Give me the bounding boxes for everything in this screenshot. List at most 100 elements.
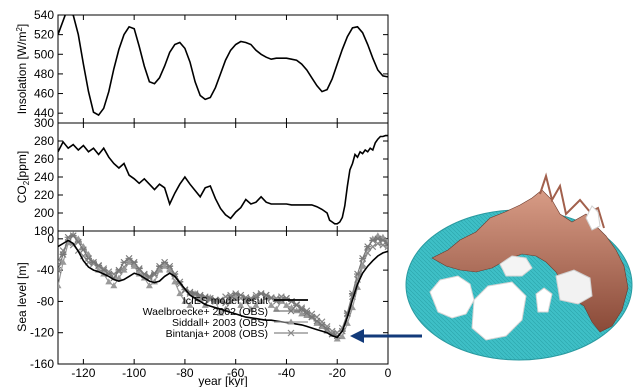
waelbroecke-marker — [364, 243, 372, 251]
sealevel-xtick-label: -80 — [176, 366, 194, 380]
insolation-ytick-label: 500 — [34, 47, 54, 61]
siddall-marker — [181, 297, 189, 304]
sealevel-ytick-label: -120 — [30, 326, 54, 340]
sealevel-xtick-label: -20 — [329, 366, 347, 380]
sealevel-xticks: -120 -100 -80 -60 -40 -20 0 — [71, 231, 392, 380]
bintanja-legend-marker — [287, 329, 295, 337]
waelbroecke-marker — [150, 269, 158, 277]
co2-ylabel-subscript: 2 — [22, 180, 31, 185]
co2-ytick-label: 280 — [34, 134, 54, 148]
co2-panel: CO2[ppm] 180 200 220 240 260 280 300 — [15, 116, 389, 238]
ice-block-3 — [499, 255, 533, 277]
waelbroecke-marker — [308, 313, 316, 321]
co2-ylabel-main: CO — [15, 185, 29, 203]
sealevel-xtick-label: -120 — [71, 366, 95, 380]
waelbroecke-marker — [59, 251, 67, 258]
insolation-panel: Insolation [W/m2] 440 460 480 500 520 540 — [15, 8, 389, 124]
siddall-marker — [267, 301, 275, 308]
waelbroecke-legend-marker — [287, 307, 295, 315]
co2-line — [58, 134, 388, 225]
siddall-marker — [252, 301, 260, 308]
waelbroecke-marker — [115, 266, 123, 274]
waelbroecke-marker — [359, 254, 367, 262]
sealevel-panel: Sea level [m] -160 -120 -80 -40 0 -120 -100 -8… — [15, 230, 392, 387]
co2-ytick-label: 300 — [34, 116, 54, 130]
siddall-marker — [59, 258, 67, 265]
sealevel-ytick-label: 0 — [47, 232, 54, 246]
waelbroecke-marker — [318, 321, 326, 329]
siddall-legend-marker — [287, 318, 295, 325]
sealevel-ylabel: Sea level [m] — [15, 262, 29, 331]
siddall-marker — [161, 262, 169, 269]
sealevel-xlabel: year [kyr] — [198, 374, 247, 387]
siddall-marker — [359, 262, 367, 269]
siddall-marker — [105, 278, 113, 285]
insolation-ytick-label: 480 — [34, 67, 54, 81]
siddall-marker — [58, 282, 62, 289]
siddall-marker — [282, 301, 290, 308]
waelbroecke-marker — [161, 258, 169, 266]
bintanja-marker — [369, 243, 377, 251]
ice-block-5 — [555, 269, 593, 305]
insolation-ytick-label: 520 — [34, 28, 54, 42]
waelbroecke-marker — [100, 266, 108, 274]
co2-ylabel: CO2[ppm] — [15, 151, 31, 203]
insolation-ylabel-superscript: 2 — [15, 27, 24, 32]
siddall-marker — [110, 282, 118, 289]
siddall-marker — [227, 297, 235, 304]
siddall-marker — [166, 266, 174, 273]
sealevel-xtick-label: -40 — [278, 366, 296, 380]
waelbroecke-marker — [323, 325, 331, 333]
siddall-marker — [115, 274, 123, 281]
siddall-marker — [120, 266, 128, 273]
sealevel-series — [58, 231, 388, 342]
siddall-marker — [333, 335, 341, 342]
siddall-marker — [343, 319, 351, 326]
siddall-marker — [130, 262, 138, 269]
siddall-marker — [176, 290, 184, 297]
co2-ytick-label: 200 — [34, 206, 54, 220]
insolation-xtick-marks — [82, 15, 389, 123]
sealevel-xtick-label: 0 — [385, 366, 392, 380]
insolation-ylabel-main: Insolation [W/m — [15, 32, 29, 115]
siddall-marker — [303, 311, 311, 318]
sealevel-ytick-label: -80 — [37, 294, 55, 308]
icies-line — [58, 239, 388, 339]
sealevel-ytick-label: -160 — [30, 357, 54, 371]
co2-ytick-label: 220 — [34, 188, 54, 202]
waelbroecke-marker — [166, 262, 174, 270]
waelbroecke-marker — [58, 266, 62, 274]
bintanja-legend-label: Bintanja+ 2008 (OBS) — [166, 328, 268, 340]
ice-block-4 — [535, 287, 553, 313]
siddall-marker — [186, 301, 194, 308]
siddall-marker — [257, 297, 265, 304]
insolation-ytick-label: 460 — [34, 87, 54, 101]
waelbroecke-marker — [156, 262, 164, 270]
co2-yticks: 180 200 220 240 260 280 300 — [34, 116, 388, 238]
bintanja-marker — [384, 243, 388, 251]
sealevel-xtick-label: -100 — [122, 366, 146, 380]
ice-block-6 — [585, 205, 601, 231]
co2-ylabel-end: [ppm] — [15, 151, 29, 181]
siddall-marker — [211, 297, 219, 304]
waelbroecke-marker — [354, 270, 362, 278]
co2-ytick-label: 240 — [34, 170, 54, 184]
siddall-marker — [125, 258, 133, 265]
siddall-marker — [156, 266, 164, 273]
insolation-ylabel-end: ] — [15, 24, 29, 27]
waelbroecke-marker — [84, 254, 92, 262]
waelbroecke-marker — [69, 232, 77, 240]
siddall-marker — [313, 319, 321, 326]
icies-legend-label: IcIES model result — [183, 295, 268, 307]
insolation-ylabel: Insolation [W/m2] — [15, 24, 29, 115]
waelbroecke-marker — [120, 258, 128, 266]
ice-sheet-3d-image — [405, 172, 633, 361]
waelbroecke-marker — [384, 240, 388, 247]
siddall-marker — [338, 333, 346, 340]
waelbroecke-marker — [227, 294, 235, 301]
waelbroecke-marker — [252, 294, 260, 301]
waelbroecke-marker — [74, 238, 82, 246]
siddall-marker — [232, 294, 240, 300]
insolation-ytick-label: 440 — [34, 106, 54, 120]
